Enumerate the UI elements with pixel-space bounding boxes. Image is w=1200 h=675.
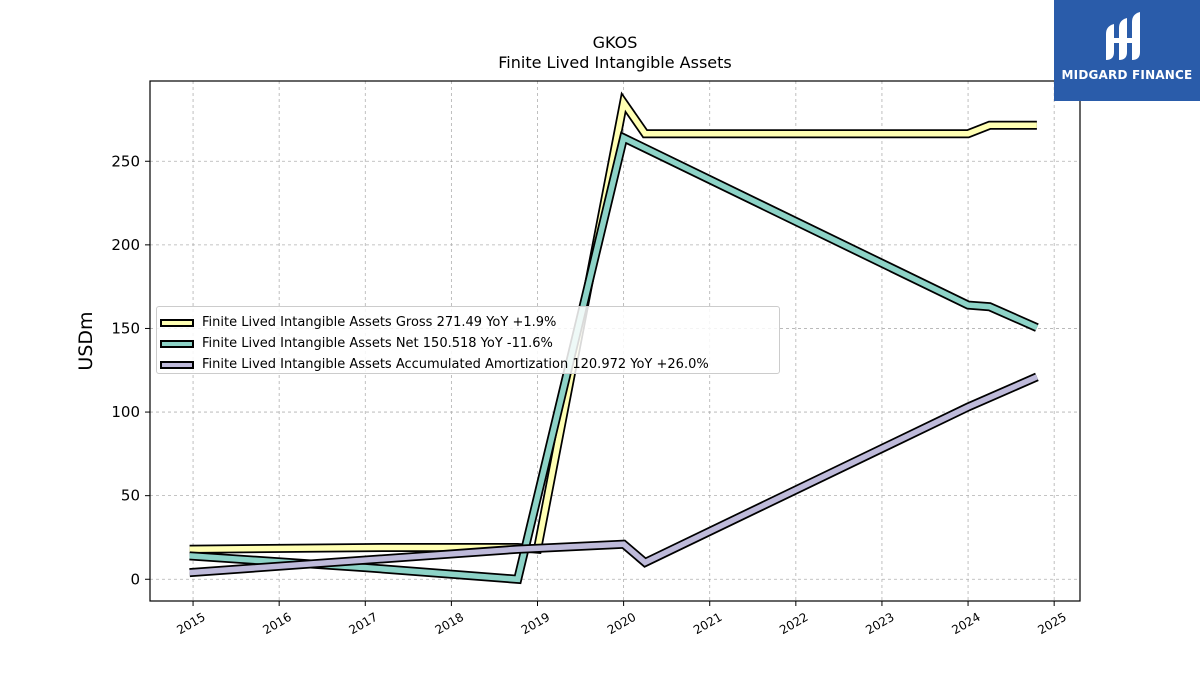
x-tick-label: 2021 <box>691 610 724 637</box>
x-tick-label: 2019 <box>519 610 552 637</box>
series-line-2 <box>189 374 1039 576</box>
y-tick-label: 200 <box>111 236 140 254</box>
plot-frame <box>149 80 1081 602</box>
x-tick-label: 2015 <box>174 610 207 637</box>
x-tick-label: 2023 <box>863 610 896 637</box>
chart-subtitle: Finite Lived Intangible Assets <box>498 53 732 72</box>
y-tick-label: 100 <box>111 403 140 421</box>
x-tick-label: 2022 <box>777 610 810 637</box>
y-tick-label: 0 <box>130 570 140 588</box>
y-tick-label: 250 <box>111 152 140 170</box>
logo-mark-icon <box>1106 12 1140 60</box>
y-tick-label: 150 <box>111 319 140 337</box>
legend-item-gross: Finite Lived Intangible Assets Gross 271… <box>157 312 779 333</box>
chart-title: GKOS <box>592 33 638 52</box>
legend-swatch-net <box>160 339 194 348</box>
legend: Finite Lived Intangible Assets Gross 271… <box>156 306 780 374</box>
x-tick-label: 2016 <box>260 610 293 637</box>
legend-label-amortization: Finite Lived Intangible Assets Accumulat… <box>202 357 709 372</box>
legend-label-net: Finite Lived Intangible Assets Net 150.5… <box>202 336 553 351</box>
axes: 2015 2016 2017 2018 2019 2020 2021 2022 2023 2024… <box>75 152 1069 637</box>
midgard-finance-logo: MIDGARD FINANCE <box>1054 0 1200 101</box>
series-layer <box>189 91 1039 585</box>
y-axis-label: USDm <box>75 311 97 370</box>
legend-label-gross: Finite Lived Intangible Assets Gross 271… <box>202 315 557 330</box>
legend-item-amortization: Finite Lived Intangible Assets Accumulat… <box>157 354 779 375</box>
x-tick-label: 2025 <box>1035 610 1068 637</box>
x-tick-label: 2020 <box>605 610 638 637</box>
series-line-1 <box>189 133 1039 583</box>
y-tick-label: 50 <box>121 487 140 505</box>
logo-text: MIDGARD FINANCE <box>1061 68 1193 82</box>
legend-swatch-gross <box>160 318 194 327</box>
legend-swatch-amortization <box>160 360 194 369</box>
x-tick-label: 2024 <box>949 610 982 637</box>
x-tick-label: 2017 <box>347 610 380 637</box>
series-line-0 <box>189 95 1037 553</box>
x-tick-label: 2018 <box>433 610 466 637</box>
legend-item-net: Finite Lived Intangible Assets Net 150.5… <box>157 333 779 354</box>
